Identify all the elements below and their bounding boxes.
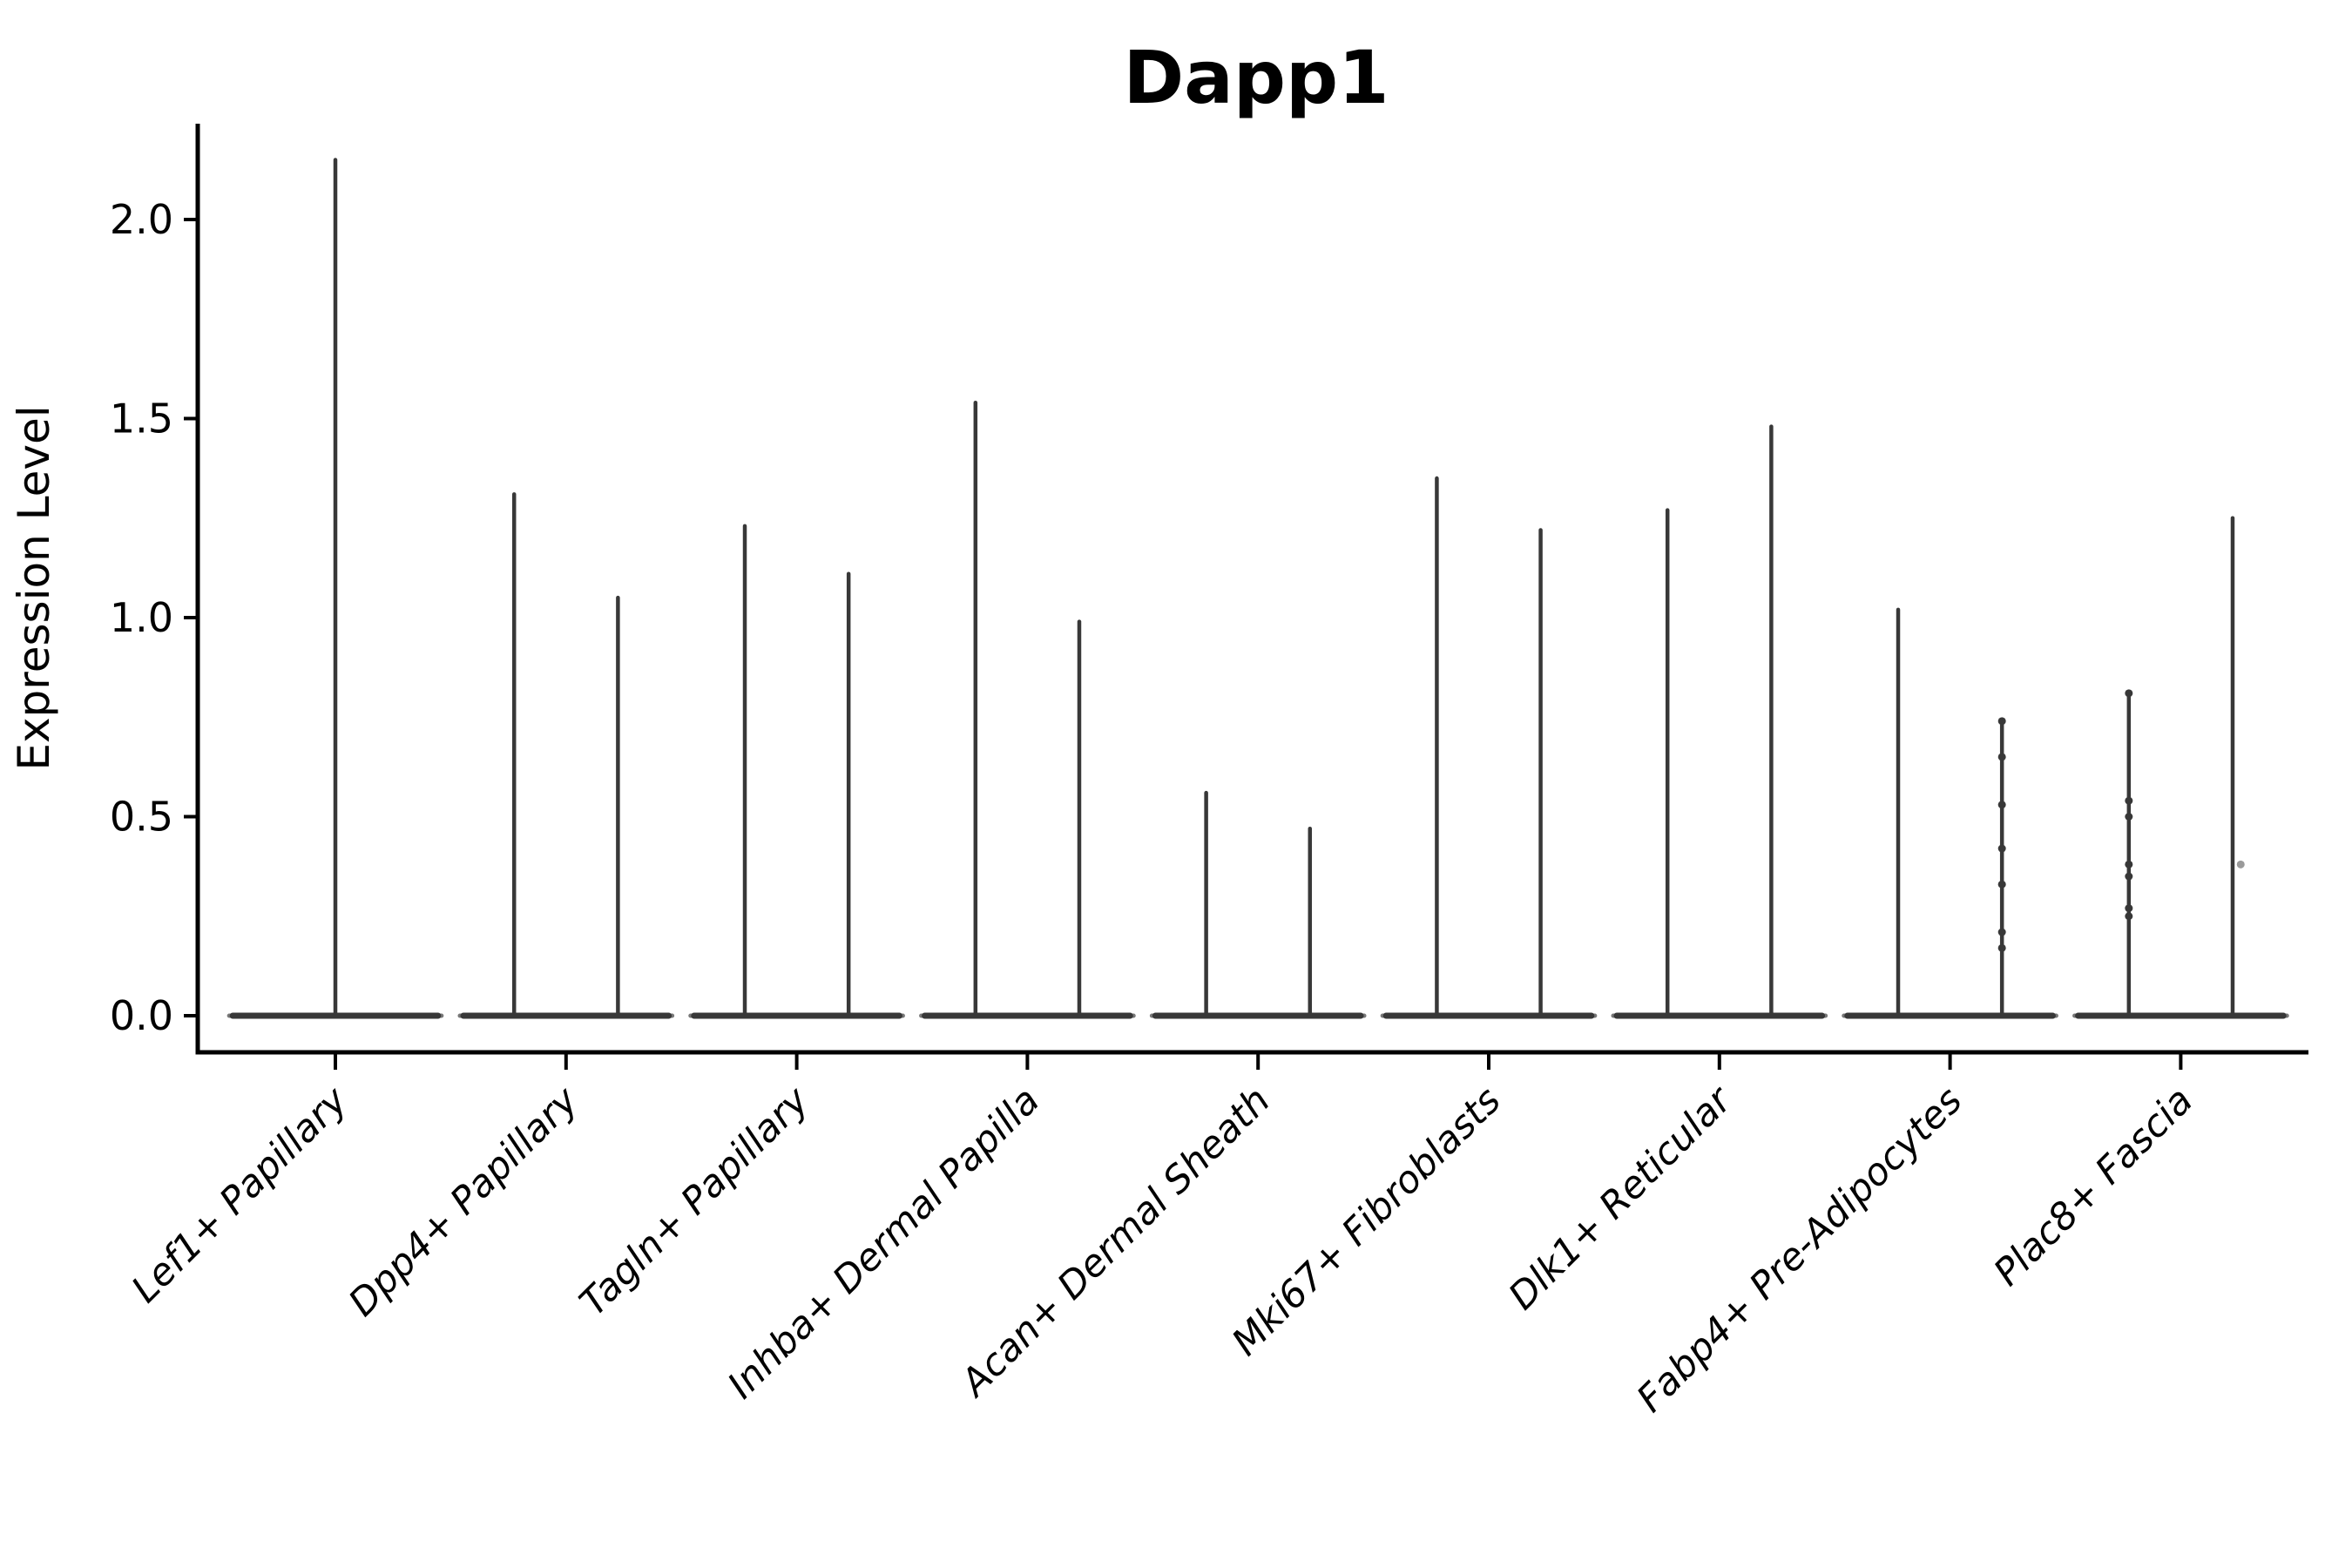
y-tick-label: 0.5 [110, 794, 173, 841]
jitter-point [2125, 689, 2133, 698]
jitter-point [1997, 717, 2006, 726]
jitter-point [1997, 928, 2006, 936]
axes-spines [195, 124, 2308, 1055]
x-tick-label: Dlk1+ Reticular [1500, 1078, 1741, 1319]
x-tick-label: Lef1+ Papillary [124, 1078, 356, 1311]
x-tick-label: Plac8+ Fascia [1985, 1078, 2201, 1294]
jitter-point [2125, 872, 2133, 881]
jitter-point [1997, 844, 2006, 853]
jitter-point [1997, 753, 2006, 761]
y-tick-label: 1.0 [110, 594, 173, 641]
y-tick-label: 2.0 [110, 196, 173, 243]
jitter-point [2125, 813, 2133, 821]
chart-title: Dapp1 [1123, 35, 1389, 120]
jitter-point [1997, 880, 2006, 889]
jitter-point [2125, 912, 2133, 921]
y-tick-label: 1.5 [110, 395, 173, 443]
jitter-point [1997, 943, 2006, 952]
jitter-point [2125, 860, 2133, 868]
x-tick-label: Dpp4+ Papillary [341, 1078, 587, 1325]
jitter-point [2125, 904, 2133, 913]
jitter-point [2125, 796, 2133, 805]
x-tick-label: Tagln+ Papillary [571, 1078, 818, 1325]
jitter-point [1997, 801, 2006, 809]
jitter-point [2236, 860, 2245, 868]
y-axis-label: Expression Level [9, 405, 59, 770]
y-tick-label: 0.0 [110, 992, 173, 1039]
